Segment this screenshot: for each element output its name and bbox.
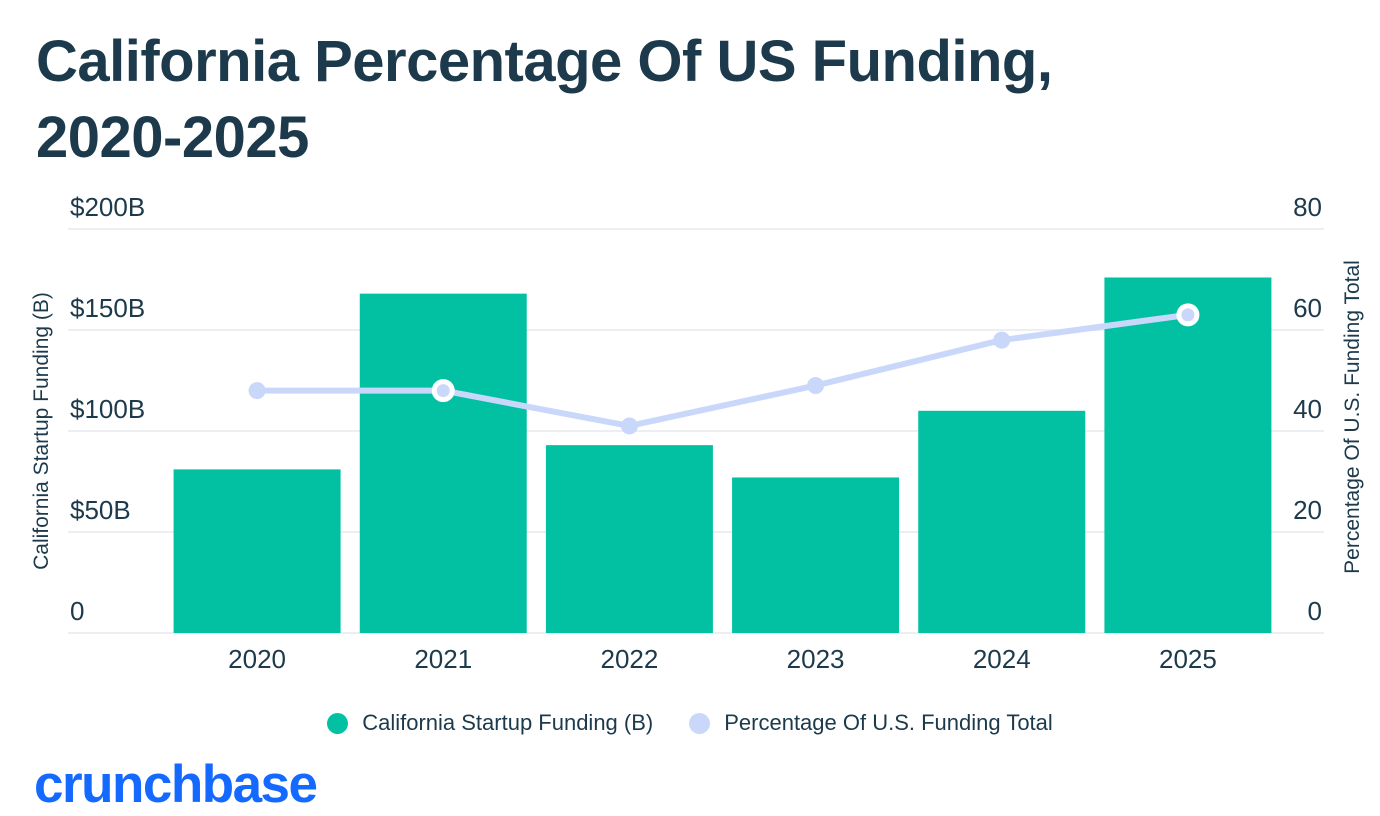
legend-label: California Startup Funding (B) bbox=[362, 710, 654, 735]
line-point-2025[interactable] bbox=[1176, 303, 1200, 327]
legend-swatch-icon bbox=[327, 712, 349, 734]
x-tick-2022: 2022 bbox=[600, 644, 659, 674]
line-point-2023[interactable] bbox=[807, 377, 825, 395]
legend-label: Percentage Of U.S. Funding Total bbox=[724, 710, 1053, 735]
bar-2022[interactable] bbox=[545, 445, 713, 633]
bar-2025[interactable] bbox=[1104, 277, 1272, 633]
legend-item-0[interactable]: California Startup Funding (B) bbox=[327, 710, 653, 736]
y-tick-left-0: 0 bbox=[70, 596, 85, 626]
line-point-2024[interactable] bbox=[993, 331, 1011, 349]
y-tick-right-40: 40 bbox=[1293, 394, 1322, 424]
chart-title-line2: 2020-2025 bbox=[36, 105, 309, 170]
y-tick-left-50: $50B bbox=[70, 495, 131, 525]
line-point-2022[interactable] bbox=[620, 417, 638, 435]
y-tick-left-100: $100B bbox=[70, 394, 146, 424]
x-tick-2025: 2025 bbox=[1158, 644, 1217, 674]
bar-2023[interactable] bbox=[732, 477, 900, 633]
y-tick-left-150: $150B bbox=[70, 293, 146, 323]
chart-legend: California Startup Funding (B) Percentage… bbox=[0, 710, 1380, 736]
y-tick-right-20: 20 bbox=[1293, 495, 1322, 525]
y-tick-right-0: 0 bbox=[1307, 596, 1322, 626]
y-tick-right-80: 80 bbox=[1293, 192, 1322, 222]
x-tick-2020: 2020 bbox=[228, 644, 286, 674]
x-tick-2024: 2024 bbox=[972, 644, 1031, 674]
x-tick-2021: 2021 bbox=[414, 644, 473, 674]
y-tick-left-200: $200B bbox=[70, 192, 146, 222]
bar-2024[interactable] bbox=[918, 410, 1086, 633]
legend-item-1[interactable]: Percentage Of U.S. Funding Total bbox=[689, 710, 1053, 736]
chart-title: California Percentage Of US Funding, 2020… bbox=[36, 24, 1053, 176]
bar-2021[interactable] bbox=[359, 293, 527, 633]
left-axis-title: California Startup Funding (B) bbox=[30, 292, 53, 570]
chart-title-line1: California Percentage Of US Funding, bbox=[36, 29, 1053, 94]
line-point-2021[interactable] bbox=[431, 379, 455, 403]
legend-swatch-icon bbox=[689, 712, 711, 734]
right-axis-title: Percentage Of U.S. Funding Total bbox=[1341, 260, 1364, 574]
bar-2020[interactable] bbox=[173, 469, 341, 633]
percentage-trend-line bbox=[254, 311, 1191, 429]
y-tick-right-60: 60 bbox=[1293, 293, 1322, 323]
crunchbase-logo[interactable]: crunchbase bbox=[34, 755, 318, 814]
x-tick-2023: 2023 bbox=[786, 644, 845, 674]
line-point-2020[interactable] bbox=[248, 382, 266, 400]
